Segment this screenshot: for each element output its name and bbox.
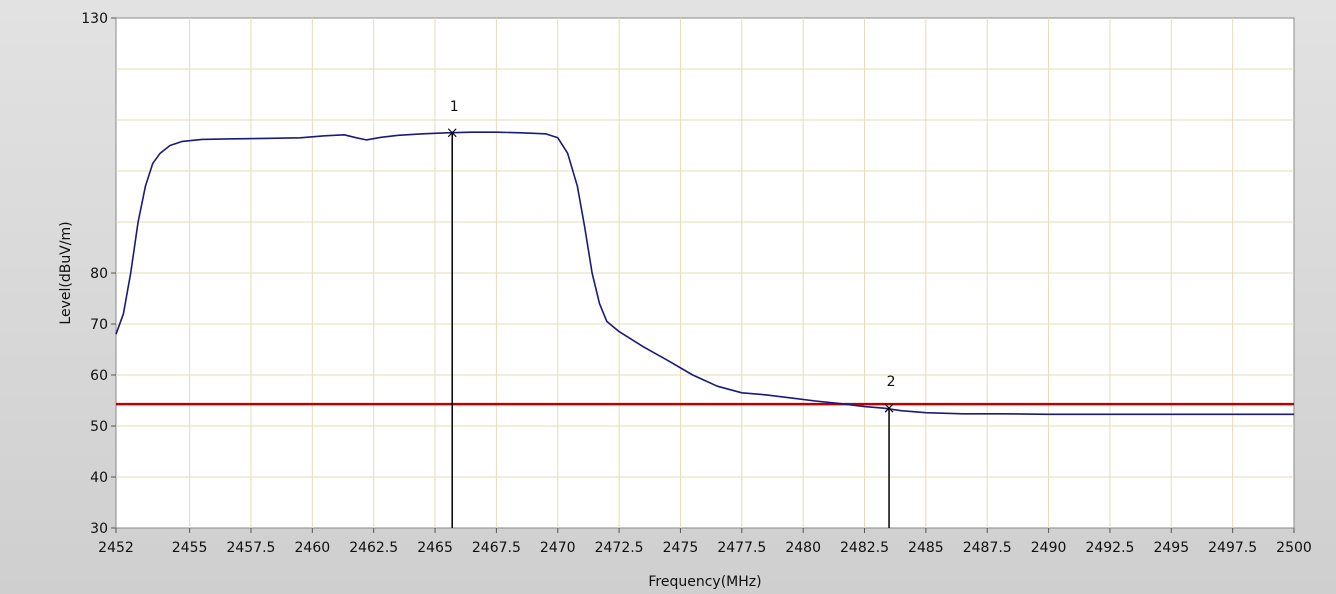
marker-label-1: 1 — [450, 99, 459, 115]
series-group — [115, 131, 1294, 416]
x-tick-label: 2475 — [663, 540, 699, 556]
x-tick-label: 2497.5 — [1208, 540, 1257, 556]
y-tick-label: 50 — [90, 419, 108, 435]
x-tick-label: 2485 — [908, 540, 944, 556]
marker-group: 12 — [447, 99, 896, 528]
x-tick-label: 2472.5 — [595, 540, 644, 556]
x-axis-title: Frequency(MHz) — [648, 574, 761, 590]
x-tick-label: 2480 — [785, 540, 821, 556]
x-tick-label: 2465 — [417, 540, 453, 556]
x-tick-label: 2490 — [1031, 540, 1067, 556]
x-tick-label: 2487.5 — [963, 540, 1012, 556]
spectrum-trace — [115, 131, 1294, 416]
y-tick-label: 60 — [90, 368, 108, 384]
x-tick-label: 2455 — [172, 540, 208, 556]
y-tick-label: 40 — [90, 470, 108, 486]
y-tick-label: 80 — [90, 266, 108, 282]
x-tick-label: 2492.5 — [1085, 540, 1134, 556]
y-tick-label: 70 — [90, 317, 108, 333]
x-tick-label: 2452 — [98, 540, 134, 556]
marker-label-2: 2 — [887, 374, 896, 390]
x-tick-label: 2500 — [1276, 540, 1312, 556]
y-tick-label: 30 — [90, 521, 108, 537]
x-tick-label: 2470 — [540, 540, 576, 556]
marker-cross-2 — [884, 403, 894, 413]
y-axis-title: Level(dBuV/m) — [58, 221, 74, 324]
marker-cross-1 — [447, 128, 457, 138]
y-tick-labels: 30 40 50 60 70 80 130 — [81, 11, 108, 537]
x-tick-label: 2460 — [295, 540, 331, 556]
grid-lines — [111, 17, 1295, 533]
x-tick-label: 2467.5 — [472, 540, 521, 556]
x-tick-label: 2477.5 — [717, 540, 766, 556]
x-tick-label: 2495 — [1153, 540, 1189, 556]
y-tick-label: 130 — [81, 11, 108, 27]
x-tick-label: 2482.5 — [840, 540, 889, 556]
x-tick-label: 2462.5 — [349, 540, 398, 556]
x-tick-label: 2457.5 — [226, 540, 275, 556]
x-tick-labels: 2452 2455 2457.5 2460 2462.5 2465 2467.5 2470 24… — [98, 540, 1312, 556]
